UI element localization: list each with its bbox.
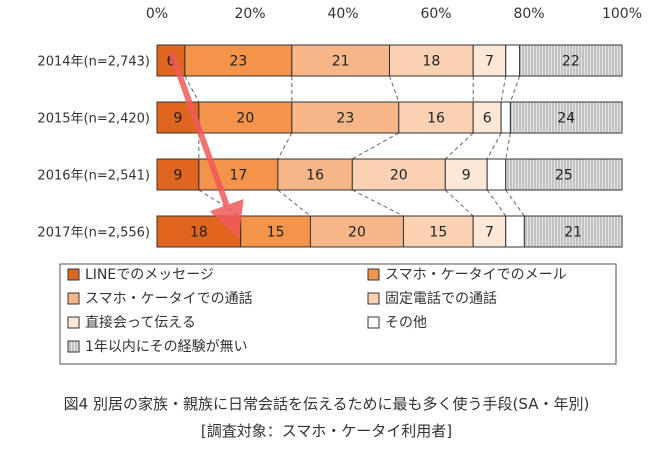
category-label: 2016年(n=2,541) bbox=[37, 169, 150, 184]
bar-segment bbox=[523, 215, 623, 248]
connector-line bbox=[444, 189, 474, 217]
bar-segment bbox=[398, 101, 474, 134]
x-tick-label: 20% bbox=[234, 6, 265, 22]
connector-line bbox=[486, 132, 502, 160]
legend-swatch bbox=[367, 292, 380, 305]
bar-segment bbox=[505, 158, 623, 191]
bar-segment bbox=[389, 44, 474, 77]
connector-line bbox=[277, 189, 311, 217]
legend-label: スマホ・ケータイでの通話 bbox=[85, 290, 253, 307]
chart-caption-sub: [調査対象：スマホ・ケータイ利用者] bbox=[200, 422, 453, 440]
bar-value-label: 23 bbox=[336, 111, 354, 127]
bar-value-label: 9 bbox=[173, 111, 182, 127]
bar-segment bbox=[500, 101, 511, 134]
bar-value-label: 21 bbox=[332, 54, 350, 70]
bar-segment bbox=[486, 158, 507, 191]
bars: 6 23 21 18 7 22 9 20 23 16 6 24 9 17 16 20 9 25 18 15 20 15 7 2… bbox=[156, 44, 623, 248]
connector-line bbox=[509, 75, 521, 103]
bar-segment bbox=[472, 44, 507, 77]
connector-line bbox=[184, 75, 200, 103]
category-label: 2014年(n=2,743) bbox=[37, 55, 150, 70]
bar-segment bbox=[505, 215, 525, 248]
bar-value-label: 16 bbox=[306, 168, 324, 184]
x-tick-label: 0% bbox=[146, 6, 168, 22]
connector-line bbox=[505, 189, 525, 217]
connector-line bbox=[505, 132, 511, 160]
trend-arrow bbox=[169, 52, 244, 239]
bar-value-label: 17 bbox=[229, 168, 247, 184]
bar-segment bbox=[402, 215, 474, 248]
bar-value-label: 15 bbox=[429, 225, 447, 241]
bar-segment bbox=[351, 158, 446, 191]
legend-label: その他 bbox=[385, 315, 427, 331]
bar-value-label: 20 bbox=[236, 111, 254, 127]
legend-label: 固定電話での通話 bbox=[385, 290, 497, 307]
bar-segment bbox=[444, 158, 488, 191]
bar-value-label: 15 bbox=[267, 225, 285, 241]
legend-swatch bbox=[67, 340, 80, 353]
bar-segment bbox=[184, 44, 293, 77]
bar-value-label: 6 bbox=[166, 54, 175, 70]
legend-label: LINEでのメッセージ bbox=[85, 267, 214, 283]
bar-value-label: 22 bbox=[562, 54, 580, 70]
legend-label: スマホ・ケータイでのメール bbox=[385, 267, 567, 283]
bar-segment bbox=[519, 44, 623, 77]
trend-arrow-line bbox=[169, 52, 244, 239]
stacked-bar-chart: 0% 20% 40% 60% 80% 100% 6 23 21 18 7 22 9 20 23 16 6 24 9… bbox=[37, 6, 642, 365]
x-tick-label: 40% bbox=[327, 6, 358, 22]
connector-line bbox=[500, 75, 507, 103]
connector-line bbox=[277, 132, 293, 160]
legend-box bbox=[59, 263, 617, 365]
bar-value-label: 20 bbox=[390, 168, 408, 184]
x-tick-label: 100% bbox=[602, 6, 642, 22]
category-labels: 2014年(n=2,743) 2015年(n=2,420) 2016年(n=2,54… bbox=[37, 55, 150, 241]
bar-segment bbox=[240, 215, 311, 248]
bar-value-label: 25 bbox=[555, 168, 573, 184]
bar-value-label: 16 bbox=[427, 111, 445, 127]
legend-swatch bbox=[367, 316, 380, 329]
bar-value-label: 23 bbox=[229, 54, 247, 70]
bar-value-label: 24 bbox=[557, 111, 575, 127]
bar-segment bbox=[472, 215, 507, 248]
legend-swatch bbox=[67, 316, 80, 329]
bar-value-label: 9 bbox=[462, 168, 471, 184]
bar-value-label: 18 bbox=[190, 225, 208, 241]
x-tick-label: 80% bbox=[513, 6, 544, 22]
bar-value-label: 18 bbox=[422, 54, 440, 70]
connector-line bbox=[352, 132, 400, 160]
legend-swatch bbox=[67, 292, 80, 305]
legend-label: 1年以内にその経験が無い bbox=[85, 339, 248, 355]
bar-value-label: 7 bbox=[485, 225, 494, 241]
connector-line bbox=[486, 189, 507, 217]
legend-swatch bbox=[367, 268, 380, 281]
bar-segment bbox=[277, 158, 353, 191]
bar-segment bbox=[291, 44, 391, 77]
x-tick-label: 60% bbox=[420, 6, 451, 22]
bar-segment bbox=[505, 44, 521, 77]
bar-value-label: 6 bbox=[483, 111, 492, 127]
category-label: 2017年(n=2,556) bbox=[37, 226, 150, 241]
legend-swatch bbox=[67, 268, 80, 281]
category-label: 2015年(n=2,420) bbox=[37, 112, 150, 127]
connector-line bbox=[389, 75, 400, 103]
bar-value-label: 20 bbox=[348, 225, 366, 241]
bar-segment bbox=[309, 215, 404, 248]
bar-value-label: 7 bbox=[485, 54, 494, 70]
x-axis-ticks: 0% 20% 40% 60% 80% 100% bbox=[146, 6, 642, 22]
dashed-connectors bbox=[184, 75, 525, 217]
bar-value-label: 9 bbox=[173, 168, 182, 184]
bar-value-label: 21 bbox=[564, 225, 582, 241]
legend-label: 直接会って伝える bbox=[85, 314, 196, 331]
bar-segment bbox=[509, 101, 623, 134]
connector-line bbox=[352, 189, 404, 217]
connector-line bbox=[444, 132, 474, 160]
chart-caption: 図4 別居の家族・親族に日常会話を伝えるために最も多く使う手段(SA・年別) bbox=[63, 395, 590, 413]
